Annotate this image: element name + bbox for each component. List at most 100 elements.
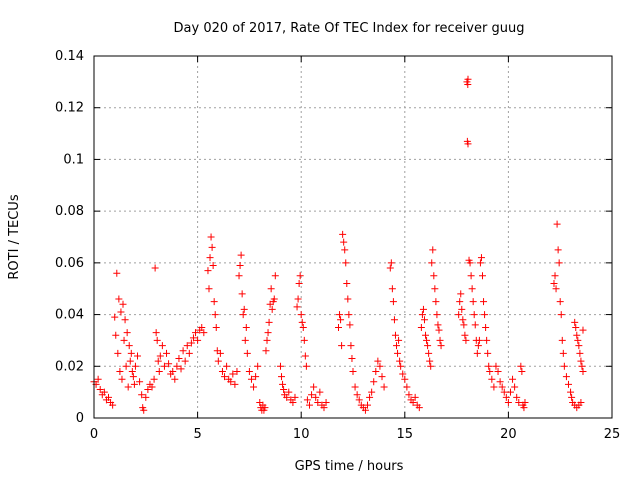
data-point [126,357,134,365]
data-point [374,357,382,365]
data-point [506,388,514,396]
data-point [218,367,226,375]
y-tick-label: 0.12 [55,101,84,116]
data-point [479,272,486,280]
data-point [509,375,517,383]
data-point [336,311,344,319]
data-point [464,140,472,148]
data-point [573,331,581,339]
data-point [279,380,287,388]
data-point [498,383,506,391]
data-point [361,406,369,414]
data-point [127,349,135,357]
data-point [243,349,251,357]
data-point [207,233,215,241]
data-point [490,383,498,391]
data-point [575,342,583,350]
data-point [144,386,152,394]
data-point [111,313,119,321]
data-point [252,373,260,381]
data-point [131,362,139,370]
data-point [520,404,528,412]
data-point [518,367,526,375]
data-point [436,336,444,344]
data-point [395,336,403,344]
data-point [394,349,402,357]
data-point [194,336,202,344]
x-axis-label: GPS time / hours [295,459,404,474]
data-point [420,316,428,324]
data-point [308,391,316,399]
data-point [241,336,249,344]
y-axis-label: ROTI / TECUs [7,194,22,279]
data-point [229,370,237,378]
data-point [480,298,488,306]
data-point [405,391,413,399]
data-point [423,336,431,344]
data-point [109,401,117,409]
data-point [476,259,484,267]
data-point [163,349,171,357]
data-point [247,375,255,383]
data-point [571,318,579,326]
data-point [370,378,378,386]
data-point [346,321,354,329]
data-point [556,298,564,306]
data-point [175,355,183,363]
data-point [236,261,244,269]
x-tick-label: 15 [397,427,414,442]
data-point [185,349,193,357]
data-point [208,243,216,251]
data-point [418,311,426,319]
data-point [302,362,310,370]
data-point [150,375,158,383]
data-point [342,259,350,267]
data-point [372,367,380,375]
data-point [393,342,401,350]
data-point [504,398,512,406]
data-point [492,362,500,370]
data-point [502,393,510,401]
data-point [474,342,482,350]
data-point [425,349,433,357]
data-point [235,272,243,280]
data-point [105,393,113,401]
x-tick-label: 0 [90,427,98,442]
y-tick-label: 0.08 [55,204,84,219]
data-point [119,300,127,308]
data-point [558,336,566,344]
data-point [320,404,328,412]
data-point [484,349,492,357]
data-point [477,254,485,262]
data-point [386,264,394,272]
data-point [254,362,262,370]
data-point [459,316,467,324]
data-point [485,362,493,370]
data-point [100,388,108,396]
data-point [265,318,273,326]
data-point [469,298,477,306]
data-point [464,80,472,88]
data-point [118,375,126,383]
data-point [130,380,138,388]
data-point [517,362,525,370]
data-point [128,367,136,375]
data-point [437,342,445,350]
data-point [577,357,585,365]
x-tick-label: 5 [193,427,201,442]
data-point [409,398,417,406]
data-point [550,280,558,288]
data-point [211,311,219,319]
data-point [397,362,405,370]
data-point [343,280,351,288]
data-point [457,290,465,298]
data-point [483,336,491,344]
data-point [206,254,214,262]
data-point [415,404,423,412]
y-tick-label: 0.14 [55,49,84,64]
data-point [276,362,284,370]
data-point [364,401,372,409]
data-point [424,342,432,350]
data-point [431,285,439,293]
